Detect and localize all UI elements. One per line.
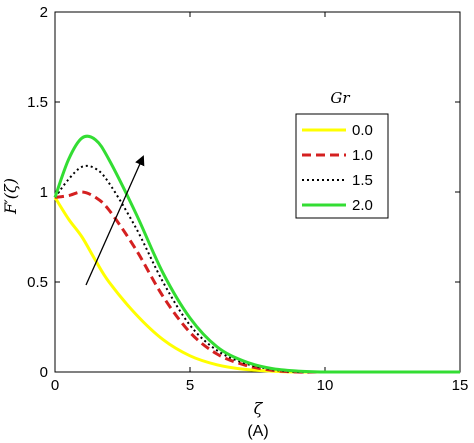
x-tick-labels: 0 5 10 15 — [51, 377, 469, 394]
x-tick-label: 15 — [452, 377, 469, 394]
increasing-gr-arrow — [85, 155, 145, 286]
series-lines — [53, 134, 460, 374]
figure-caption: (A) — [247, 423, 268, 440]
series-line-gr-2.0 — [53, 134, 460, 374]
plot-area — [53, 11, 461, 374]
x-axis-label: ζ — [254, 399, 264, 418]
legend: Gr 0.0 1.0 1.5 2.0 — [295, 89, 389, 219]
y-tick-label: 1.5 — [27, 94, 48, 111]
y-tick-label: 1 — [40, 184, 48, 201]
y-tick-labels: 0 0.5 1 1.5 2 — [27, 4, 48, 381]
x-tick-label: 0 — [51, 377, 59, 394]
y-tick-label: 2 — [40, 4, 48, 21]
legend-label: 0.0 — [352, 122, 373, 139]
x-tick-label: 10 — [317, 377, 334, 394]
x-tick-label: 5 — [186, 377, 194, 394]
legend-label: 2.0 — [352, 197, 373, 214]
legend-title: Gr — [330, 89, 350, 107]
y-tick-label: 0 — [40, 364, 48, 381]
legend-label: 1.0 — [352, 147, 373, 164]
y-tick-label: 0.5 — [27, 274, 48, 291]
legend-items: 0.0 1.0 1.5 2.0 — [302, 122, 373, 214]
plot-frame — [54, 11, 461, 373]
y-axis-label: F′(ζ) — [1, 178, 20, 215]
legend-label: 1.5 — [352, 172, 373, 189]
